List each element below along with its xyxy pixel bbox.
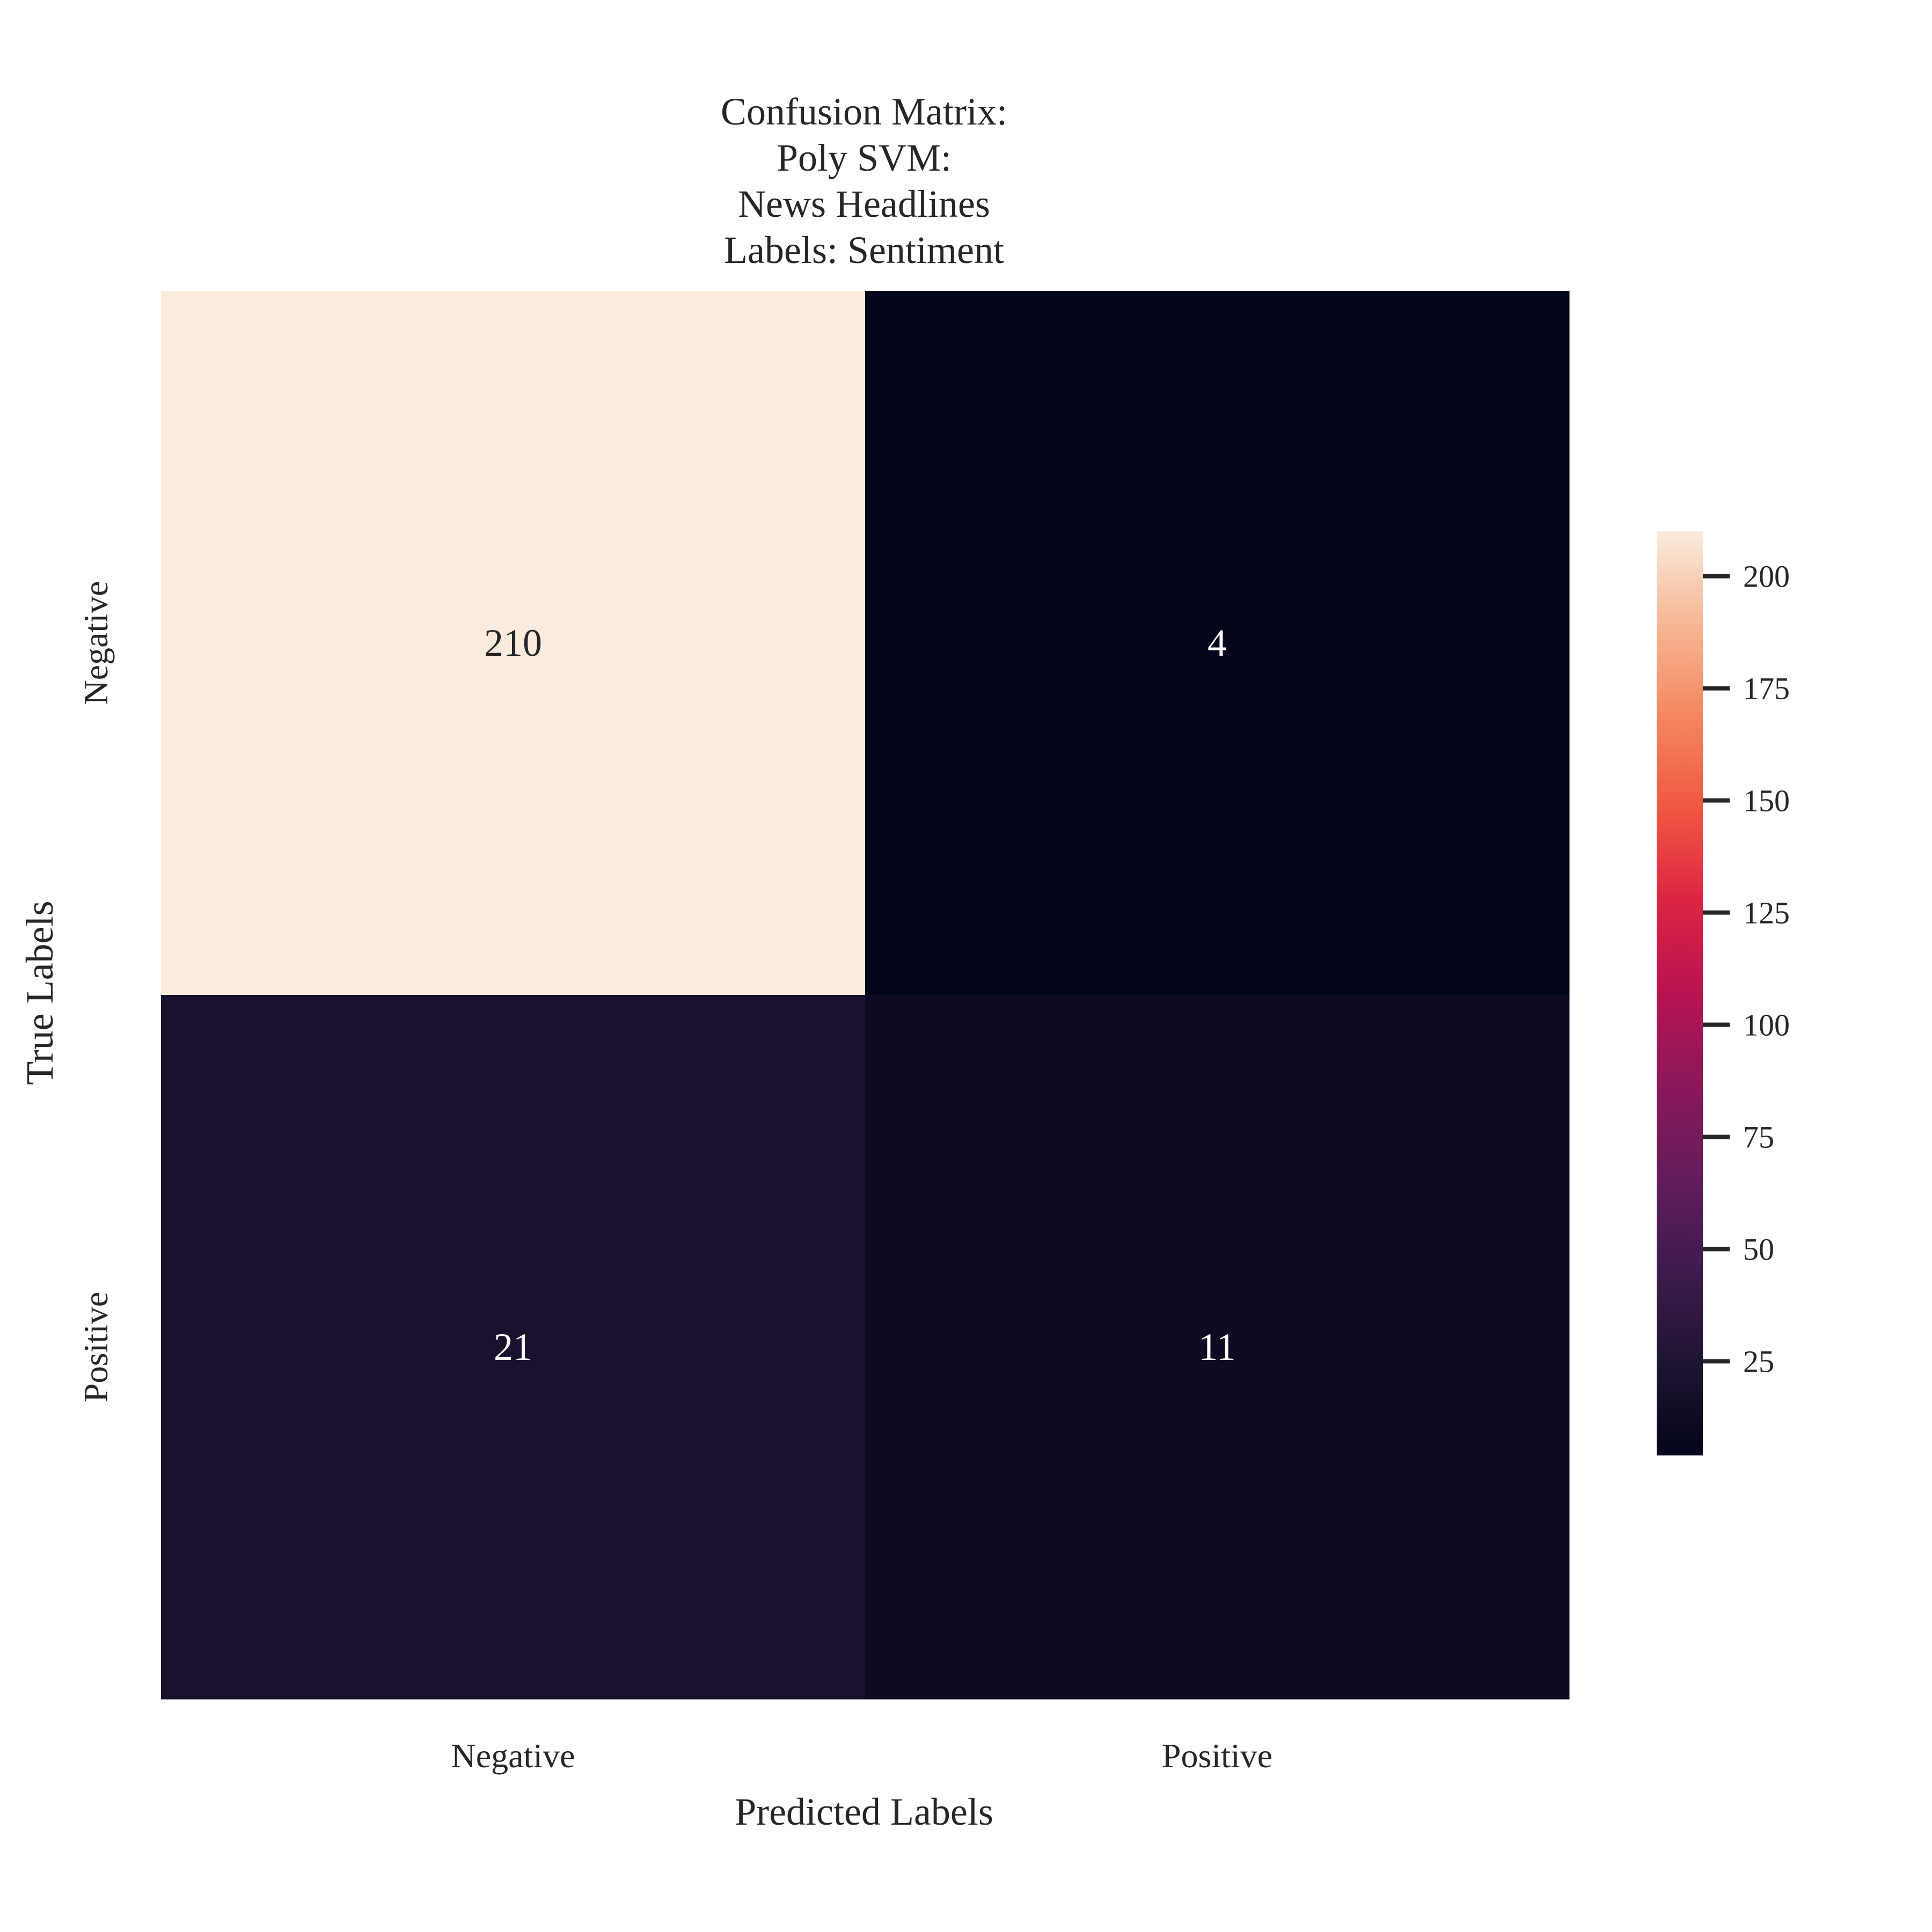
heatmap-cell: [161, 995, 866, 1700]
heatmap-cells: 210 4 21 11: [161, 291, 1570, 1700]
chart-title-line: News Headlines: [738, 182, 990, 225]
colorbar-tick-label: 175: [1743, 671, 1790, 706]
heatmap-cell: [161, 291, 866, 996]
y-tick-label: Negative: [77, 581, 115, 705]
colorbar-tick-label: 100: [1743, 1008, 1790, 1043]
heatmap-cell: [865, 995, 1570, 1700]
colorbar-tick-label: 25: [1743, 1344, 1774, 1379]
heatmap-cell: [865, 291, 1570, 996]
colorbar-tick-label: 125: [1743, 896, 1790, 931]
cell-value-label: 11: [1198, 1326, 1235, 1368]
x-tick-label: Positive: [1162, 1737, 1272, 1775]
colorbar-tick-label: 50: [1743, 1232, 1774, 1267]
x-tick-label: Negative: [451, 1737, 575, 1775]
chart-title: Confusion Matrix:Poly SVM:News Headlines…: [721, 90, 1007, 272]
x-axis-label: Predicted Labels: [735, 1790, 993, 1833]
colorbar-tick-label: 75: [1743, 1119, 1774, 1154]
y-tick-labels: Negative Positive: [77, 581, 115, 1403]
colorbar-tick-label: 200: [1743, 559, 1790, 594]
chart-title-line: Confusion Matrix:: [721, 90, 1007, 133]
cell-value-label: 210: [484, 621, 542, 664]
cell-value-label: 4: [1208, 621, 1227, 664]
y-tick-label: Positive: [77, 1292, 115, 1402]
cell-value-label: 21: [494, 1326, 532, 1368]
chart-title-line: Poly SVM:: [777, 136, 952, 179]
x-tick-labels: Negative Positive: [451, 1737, 1273, 1775]
colorbar-tick-label: 150: [1743, 784, 1790, 818]
chart-title-line: Labels: Sentiment: [724, 229, 1004, 272]
colorbar: 25 50 75 100 125 150 175 200: [1657, 531, 1790, 1455]
colorbar-gradient: [1657, 531, 1703, 1455]
colorbar-ticks: 25 50 75 100 125 150 175 200: [1703, 559, 1790, 1379]
y-axis-label: True Labels: [18, 901, 61, 1085]
